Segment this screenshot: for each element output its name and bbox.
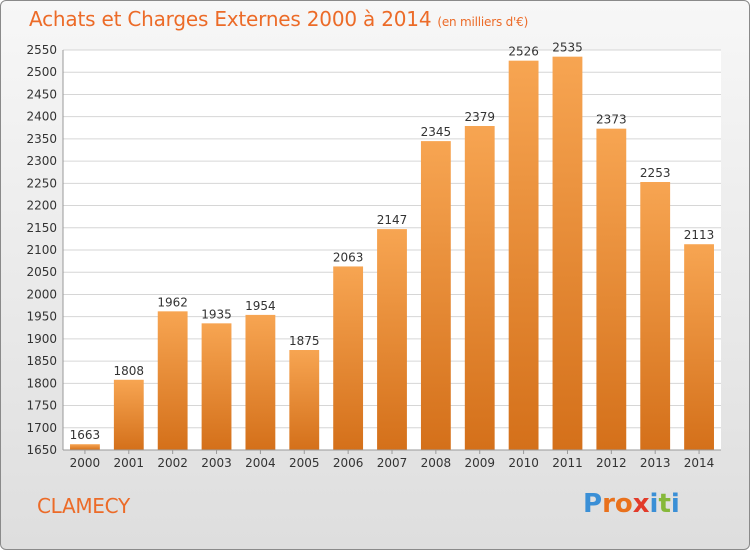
x-tick-label: 2006 (333, 456, 364, 470)
logo-letter: i (649, 489, 659, 519)
x-tick-label: 2005 (289, 456, 320, 470)
x-tick-label: 2004 (245, 456, 276, 470)
bar-2011 (552, 56, 583, 451)
bar-2003 (201, 323, 232, 450)
data-label-2011: 2535 (552, 41, 583, 55)
x-tick-label: 2011 (552, 456, 583, 470)
data-label-2010: 2526 (508, 45, 539, 59)
x-tick-label: 2008 (421, 456, 452, 470)
y-tick-label: 1950 (26, 310, 57, 324)
bars (70, 56, 714, 451)
chart-unit: (en milliers d'€) (437, 15, 529, 29)
bar-2004 (245, 314, 276, 450)
data-label-2007: 2147 (377, 213, 408, 227)
x-tick-label: 2000 (70, 456, 101, 470)
bar-2012 (596, 128, 627, 450)
x-tick-label: 2013 (640, 456, 671, 470)
logo-letter: i (670, 489, 680, 519)
y-tick-label: 2100 (26, 243, 57, 257)
bar-2014 (684, 244, 714, 450)
y-tick-label: 1850 (26, 354, 57, 368)
data-labels: 1663 1808 1962 1935 1954 1875 2063 2147 2345 2379… (70, 41, 715, 443)
logo-letter: P (583, 489, 603, 519)
x-tick-label: 2002 (157, 456, 188, 470)
logo-letter: x (632, 489, 650, 519)
data-label-2006: 2063 (333, 250, 364, 264)
bar-2013 (640, 182, 671, 450)
chart-title-text: Achats et Charges Externes 2000 à 2014 (29, 7, 432, 31)
bar-2002 (157, 311, 188, 450)
x-axis: 2000 2001 2002 2003 2004 2005 2006 2007 2008 2009… (70, 450, 715, 470)
y-tick-label: 2200 (26, 199, 57, 213)
data-label-2001: 1808 (114, 364, 145, 378)
data-label-2009: 2379 (464, 110, 495, 124)
x-tick-label: 2003 (201, 456, 232, 470)
bar-2000 (70, 444, 100, 450)
y-tick-label: 2350 (26, 132, 57, 146)
logo-letter: o (614, 489, 633, 519)
data-label-2008: 2345 (421, 125, 452, 139)
x-tick-label: 2001 (114, 456, 145, 470)
bar-2005 (289, 350, 320, 450)
data-label-2012: 2373 (596, 113, 627, 127)
y-tick-label: 1750 (26, 399, 57, 413)
x-tick-label: 2007 (377, 456, 408, 470)
y-tick-label: 2400 (26, 110, 57, 124)
data-label-2002: 1962 (157, 295, 188, 309)
y-tick-label: 1700 (26, 421, 57, 435)
y-tick-label: 2550 (26, 43, 57, 57)
y-tick-label: 2300 (26, 154, 57, 168)
x-tick-label: 2009 (464, 456, 495, 470)
bar-2010 (508, 60, 539, 451)
y-tick-label: 2150 (26, 221, 57, 235)
x-tick-label: 2014 (684, 456, 715, 470)
bar-2008 (420, 141, 451, 450)
data-label-2005: 1875 (289, 334, 320, 348)
y-tick-label: 1800 (26, 376, 57, 390)
proxiti-logo: Proxiti (583, 489, 680, 519)
data-label-2013: 2253 (640, 166, 671, 180)
x-tick-label: 2012 (596, 456, 627, 470)
y-tick-label: 1650 (26, 443, 57, 457)
bar-2006 (333, 266, 364, 450)
logo-letter: t (658, 489, 671, 519)
bar-2009 (464, 126, 495, 450)
data-label-2004: 1954 (245, 299, 276, 313)
logo-letter: r (602, 489, 615, 519)
y-tick-label: 1900 (26, 332, 57, 346)
data-label-2014: 2113 (684, 228, 715, 242)
y-tick-label: 2000 (26, 287, 57, 301)
bar-2001 (113, 379, 144, 450)
data-label-2003: 1935 (201, 307, 232, 321)
city-name: CLAMECY (37, 494, 130, 518)
y-tick-label: 2450 (26, 87, 57, 101)
y-tick-label: 2500 (26, 65, 57, 79)
chart-title: Achats et Charges Externes 2000 à 2014 (e… (29, 7, 528, 31)
bar-2007 (377, 229, 407, 450)
data-label-2000: 1663 (70, 428, 101, 442)
x-tick-label: 2010 (508, 456, 539, 470)
y-tick-label: 2250 (26, 176, 57, 190)
y-tick-label: 2050 (26, 265, 57, 279)
